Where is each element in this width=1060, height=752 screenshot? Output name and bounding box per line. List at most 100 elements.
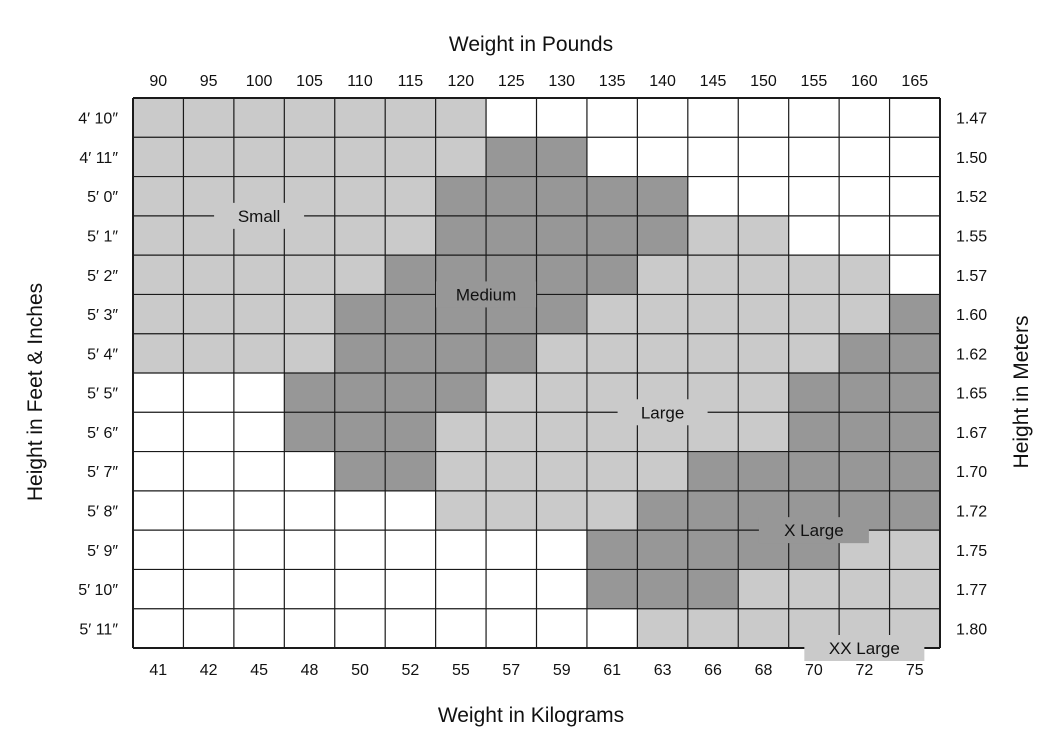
cell-large bbox=[687, 215, 739, 256]
cell-medium bbox=[536, 176, 587, 216]
cell-x-large bbox=[839, 373, 890, 413]
cell-small bbox=[183, 333, 234, 373]
tick-label-kilograms: 59 bbox=[553, 662, 571, 679]
cell-none bbox=[637, 98, 688, 138]
cell-medium bbox=[385, 255, 436, 295]
cell-small bbox=[133, 98, 184, 138]
cell-none bbox=[788, 215, 840, 256]
cell-small bbox=[133, 255, 184, 295]
cell-none bbox=[586, 137, 638, 177]
cell-xx-large bbox=[788, 569, 840, 609]
tick-label-pounds: 130 bbox=[548, 73, 575, 90]
cell-xx-large bbox=[738, 608, 789, 648]
cell-small bbox=[133, 176, 184, 216]
tick-label-feet-inches: 5′ 2″ bbox=[87, 268, 118, 285]
region-label: X Large bbox=[784, 521, 844, 540]
tick-label-pounds: 155 bbox=[801, 73, 828, 90]
cell-none bbox=[486, 530, 537, 570]
tick-label-kilograms: 55 bbox=[452, 662, 470, 679]
cell-none bbox=[334, 569, 386, 609]
cell-none bbox=[284, 608, 335, 648]
tick-label-kilograms: 66 bbox=[704, 662, 722, 679]
cell-x-large bbox=[637, 569, 688, 609]
tick-label-feet-inches: 5′ 0″ bbox=[87, 189, 118, 206]
cell-none bbox=[385, 530, 436, 570]
cell-large bbox=[486, 373, 537, 413]
tick-label-kilograms: 48 bbox=[301, 662, 319, 679]
cell-large bbox=[536, 490, 587, 531]
cell-none bbox=[586, 608, 638, 648]
cell-none bbox=[486, 608, 537, 648]
tick-label-kilograms: 72 bbox=[855, 662, 873, 679]
cell-small bbox=[385, 137, 436, 177]
cell-medium bbox=[334, 451, 386, 491]
cell-none bbox=[133, 451, 184, 491]
region-label: Large bbox=[641, 403, 684, 422]
cell-medium bbox=[435, 333, 487, 373]
cell-none bbox=[889, 98, 940, 138]
region-label: Small bbox=[238, 207, 281, 226]
tick-label-pounds: 90 bbox=[149, 73, 167, 90]
cell-medium bbox=[385, 333, 436, 373]
cell-none bbox=[687, 98, 739, 138]
cell-none bbox=[435, 608, 487, 648]
cell-none bbox=[183, 412, 234, 452]
cell-large bbox=[536, 373, 587, 413]
cell-medium bbox=[334, 294, 386, 334]
tick-label-kilograms: 70 bbox=[805, 662, 823, 679]
cell-none bbox=[536, 530, 587, 570]
cell-none bbox=[183, 490, 234, 531]
cell-large bbox=[486, 451, 537, 491]
cell-large bbox=[738, 215, 789, 256]
cell-large bbox=[788, 294, 840, 334]
tick-label-feet-inches: 5′ 8″ bbox=[87, 504, 118, 521]
tick-label-meters: 1.62 bbox=[956, 346, 987, 363]
cell-large bbox=[536, 451, 587, 491]
cell-none bbox=[536, 608, 587, 648]
cell-medium bbox=[486, 176, 537, 216]
cell-x-large bbox=[889, 412, 940, 452]
tick-label-feet-inches: 5′ 6″ bbox=[87, 425, 118, 442]
region-label-background bbox=[436, 281, 537, 308]
cell-small bbox=[233, 137, 285, 177]
cell-large bbox=[738, 255, 789, 295]
cell-x-large bbox=[637, 490, 688, 531]
cell-none bbox=[536, 98, 587, 138]
tick-labels: 90 95 100 105 110 115 120 125 130 135 140 145 150 155… bbox=[78, 73, 987, 679]
cell-small bbox=[334, 176, 386, 216]
tick-label-meters: 1.67 bbox=[956, 425, 987, 442]
tick-label-pounds: 165 bbox=[901, 73, 928, 90]
cell-none bbox=[233, 373, 285, 413]
tick-label-pounds: 145 bbox=[700, 73, 727, 90]
cell-small bbox=[233, 98, 285, 138]
cell-none bbox=[435, 569, 487, 609]
tick-label-feet-inches: 5′ 1″ bbox=[87, 229, 118, 246]
tick-label-feet-inches: 5′ 9″ bbox=[87, 543, 118, 560]
cell-large bbox=[586, 333, 638, 373]
bottom-axis-title: Weight in Kilograms bbox=[438, 704, 624, 727]
cell-large bbox=[586, 294, 638, 334]
cell-x-large bbox=[637, 530, 688, 570]
cell-large bbox=[486, 412, 537, 452]
cell-none bbox=[133, 530, 184, 570]
tick-label-pounds: 160 bbox=[851, 73, 878, 90]
cell-x-large bbox=[586, 569, 638, 609]
cell-small bbox=[334, 215, 386, 256]
cell-large bbox=[839, 294, 890, 334]
tick-label-pounds: 135 bbox=[599, 73, 626, 90]
cell-none bbox=[183, 373, 234, 413]
cell-medium bbox=[586, 255, 638, 295]
cell-none bbox=[486, 569, 537, 609]
cell-x-large bbox=[889, 294, 940, 334]
cell-none bbox=[839, 176, 890, 216]
cell-large bbox=[738, 294, 789, 334]
cell-medium bbox=[637, 176, 688, 216]
tick-label-kilograms: 45 bbox=[250, 662, 268, 679]
region-label-background bbox=[214, 202, 305, 229]
tick-label-kilograms: 52 bbox=[402, 662, 420, 679]
cell-large bbox=[486, 490, 537, 531]
tick-label-pounds: 120 bbox=[447, 73, 474, 90]
cell-medium bbox=[536, 215, 587, 256]
cell-none bbox=[133, 412, 184, 452]
tick-label-feet-inches: 5′ 5″ bbox=[87, 386, 118, 403]
